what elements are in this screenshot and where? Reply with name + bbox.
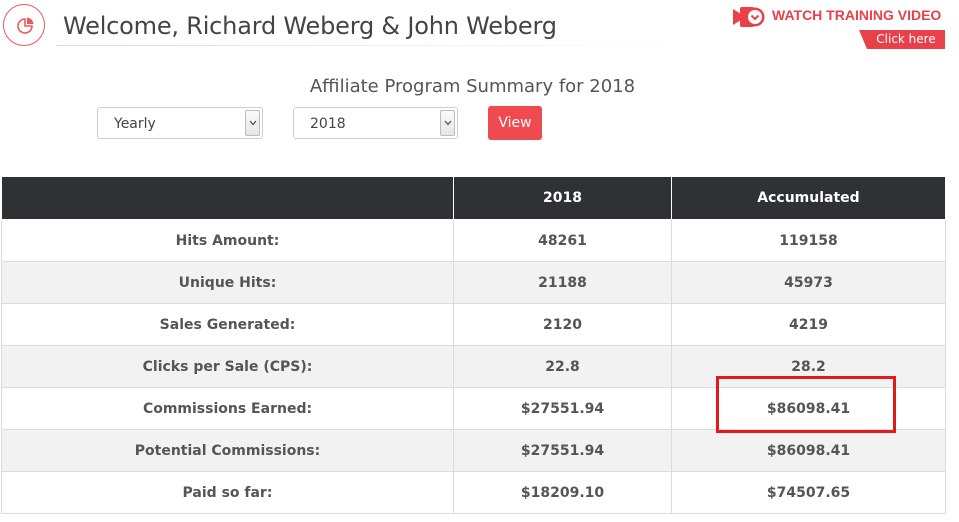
table-row: Sales Generated: 2120 4219 <box>1 303 946 346</box>
table-row: Potential Commissions: $27551.94 $86098.… <box>1 429 946 472</box>
row-label: Paid so far: <box>1 471 454 514</box>
row-year-value: $18209.10 <box>453 471 672 514</box>
row-accumulated-value: $86098.41 <box>671 429 946 472</box>
row-year-value: 21188 <box>453 261 672 304</box>
row-label: Commissions Earned: <box>1 387 454 430</box>
summary-table: 2018 Accumulated Hits Amount: 48261 1191… <box>1 176 946 514</box>
chevron-down-icon[interactable] <box>440 110 455 136</box>
year-select[interactable]: 2018 <box>293 107 458 139</box>
row-accumulated-value: $86098.41 <box>671 387 946 430</box>
row-year-value: 2120 <box>453 303 672 346</box>
column-header-year: 2018 <box>453 176 672 220</box>
table-row: Unique Hits: 21188 45973 <box>1 261 946 304</box>
header-divider <box>56 45 701 46</box>
table-header-row: 2018 Accumulated <box>1 176 946 220</box>
row-label: Unique Hits: <box>1 261 454 304</box>
row-year-value: 22.8 <box>453 345 672 388</box>
row-year-value: $27551.94 <box>453 387 672 430</box>
row-label: Clicks per Sale (CPS): <box>1 345 454 388</box>
video-camera-icon <box>733 7 765 27</box>
chevron-down-icon[interactable] <box>245 110 260 136</box>
table-row: Commissions Earned: $27551.94 $86098.41 <box>1 387 946 430</box>
period-select-value: Yearly <box>114 116 156 132</box>
row-accumulated-value: 45973 <box>671 261 946 304</box>
row-accumulated-value: $74507.65 <box>671 471 946 514</box>
table-row: Paid so far: $18209.10 $74507.65 <box>1 471 946 514</box>
column-header-label <box>1 176 454 220</box>
column-header-accumulated: Accumulated <box>671 176 946 220</box>
period-select[interactable]: Yearly <box>97 107 263 139</box>
year-select-value: 2018 <box>310 116 346 132</box>
table-row: Clicks per Sale (CPS): 22.8 28.2 <box>1 345 946 388</box>
watch-training-video-link[interactable]: WATCH TRAINING VIDEO Click here <box>733 3 948 49</box>
table-row: Hits Amount: 48261 119158 <box>1 219 946 262</box>
row-accumulated-value: 4219 <box>671 303 946 346</box>
row-label: Potential Commissions: <box>1 429 454 472</box>
row-accumulated-value: 119158 <box>671 219 946 262</box>
row-label: Hits Amount: <box>1 219 454 262</box>
welcome-heading: Welcome, Richard Weberg & John Weberg <box>63 12 557 40</box>
view-button[interactable]: View <box>488 106 542 140</box>
row-label: Sales Generated: <box>1 303 454 346</box>
click-here-button[interactable]: Click here <box>859 30 945 49</box>
pie-chart-icon <box>3 4 45 46</box>
row-year-value: 48261 <box>453 219 672 262</box>
row-year-value: $27551.94 <box>453 429 672 472</box>
watch-training-video-label[interactable]: WATCH TRAINING VIDEO <box>772 7 942 23</box>
summary-title: Affiliate Program Summary for 2018 <box>309 76 636 97</box>
row-accumulated-value: 28.2 <box>671 345 946 388</box>
